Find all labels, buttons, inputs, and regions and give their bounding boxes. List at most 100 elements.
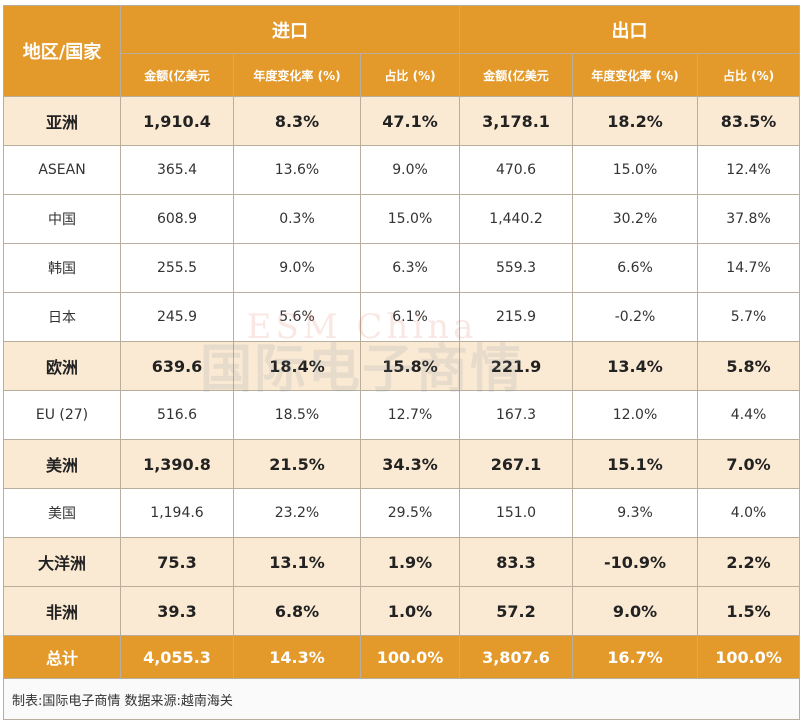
cell: 1,194.6 [120,488,234,538]
cell: 39.3 [120,586,234,636]
region-name: 美国 [3,488,121,538]
cell: 15.0% [572,145,699,195]
table-row: ASEAN 365.4 13.6% 9.0% 470.6 15.0% 12.4% [3,145,800,195]
table-row: 美国 1,194.6 23.2% 29.5% 151.0 9.3% 4.0% [3,488,800,538]
cell: 18.2% [572,96,699,146]
cell: 6.1% [359,292,461,342]
cell: 1.0% [359,586,461,636]
cell: 3,807.6 [459,635,574,679]
table-row: 韩国 255.5 9.0% 6.3% 559.3 6.6% 14.7% [3,243,800,293]
region-name: EU (27) [3,390,121,440]
cell: 4.4% [697,390,800,440]
table-row: 大洋洲 75.3 13.1% 1.9% 83.3 -10.9% 2.2% [3,537,800,587]
cell: 13.6% [233,145,361,195]
region-name: 韩国 [3,243,121,293]
cell: 2.2% [697,537,800,587]
cell: 30.2% [572,194,699,244]
cell: 0.3% [233,194,361,244]
cell: 12.0% [572,390,699,440]
cell: 15.8% [359,341,461,391]
col-header: 占比 (%) [359,53,461,97]
cell: 639.6 [120,341,234,391]
cell: 5.7% [697,292,800,342]
cell: 215.9 [459,292,574,342]
cell: 29.5% [359,488,461,538]
cell: 245.9 [120,292,234,342]
cell: 3,178.1 [459,96,574,146]
cell: 221.9 [459,341,574,391]
export-header: 出口 [459,5,800,54]
cell: 1,440.2 [459,194,574,244]
cell: 5.6% [233,292,361,342]
cell: 4,055.3 [120,635,234,679]
cell: 1,910.4 [120,96,234,146]
cell: 13.4% [572,341,699,391]
region-name: 非洲 [3,586,121,636]
region-name: 大洋洲 [3,537,121,587]
table-row: 日本 245.9 5.6% 6.1% 215.9 -0.2% 5.7% [3,292,800,342]
cell: 470.6 [459,145,574,195]
cell: 1,390.8 [120,439,234,489]
col-header: 占比 (%) [697,53,800,97]
cell: 6.3% [359,243,461,293]
cell: 100.0% [359,635,461,679]
cell: 9.0% [233,243,361,293]
cell: 8.3% [233,96,361,146]
cell: 18.4% [233,341,361,391]
table-row: 非洲 39.3 6.8% 1.0% 57.2 9.0% 1.5% [3,586,800,636]
cell: 151.0 [459,488,574,538]
col-header: 金额(亿美元 [120,53,234,97]
cell: 12.7% [359,390,461,440]
cell: 608.9 [120,194,234,244]
cell: 34.3% [359,439,461,489]
cell: 7.0% [697,439,800,489]
cell: 15.0% [359,194,461,244]
cell: 57.2 [459,586,574,636]
cell: 516.6 [120,390,234,440]
cell: 100.0% [697,635,800,679]
region-name: 美洲 [3,439,121,489]
cell: 6.6% [572,243,699,293]
cell: 23.2% [233,488,361,538]
cell: 18.5% [233,390,361,440]
col-header: 年度变化率 (%) [572,53,699,97]
cell: 12.4% [697,145,800,195]
region-name: 日本 [3,292,121,342]
region-header: 地区/国家 [3,5,121,97]
source-note: 制表:国际电子商情 数据来源:越南海关 [2,678,800,720]
total-row: 总计 4,055.3 14.3% 100.0% 3,807.6 16.7% 10… [3,635,800,679]
table-row: 亚洲 1,910.4 8.3% 47.1% 3,178.1 18.2% 83.5% [3,96,800,146]
cell: 75.3 [120,537,234,587]
cell: 365.4 [120,145,234,195]
cell: 83.5% [697,96,800,146]
cell: 255.5 [120,243,234,293]
total-label: 总计 [3,635,121,679]
cell: 167.3 [459,390,574,440]
table-row: EU (27) 516.6 18.5% 12.7% 167.3 12.0% 4.4% [3,390,800,440]
cell: 13.1% [233,537,361,587]
cell: 267.1 [459,439,574,489]
cell: 15.1% [572,439,699,489]
col-header: 金额(亿美元 [459,53,574,97]
cell: -0.2% [572,292,699,342]
table-row: 中国 608.9 0.3% 15.0% 1,440.2 30.2% 37.8% [3,194,800,244]
cell: 6.8% [233,586,361,636]
cell: 5.8% [697,341,800,391]
cell: 21.5% [233,439,361,489]
cell: 37.8% [697,194,800,244]
region-name: 中国 [3,194,121,244]
cell: 14.7% [697,243,800,293]
cell: 9.3% [572,488,699,538]
cell: 1.9% [359,537,461,587]
col-header: 年度变化率 (%) [233,53,361,97]
cell: -10.9% [572,537,699,587]
table-row: 美洲 1,390.8 21.5% 34.3% 267.1 15.1% 7.0% [3,439,800,489]
cell: 4.0% [697,488,800,538]
cell: 14.3% [233,635,361,679]
table-row: 欧洲 639.6 18.4% 15.8% 221.9 13.4% 5.8% [3,341,800,391]
cell: 9.0% [572,586,699,636]
cell: 1.5% [697,586,800,636]
trade-table: 地区/国家 进口 出口 金额(亿美元 年度变化率 (%) 占比 (%) 金额(亿… [2,5,800,720]
region-name: 欧洲 [3,341,121,391]
cell: 83.3 [459,537,574,587]
